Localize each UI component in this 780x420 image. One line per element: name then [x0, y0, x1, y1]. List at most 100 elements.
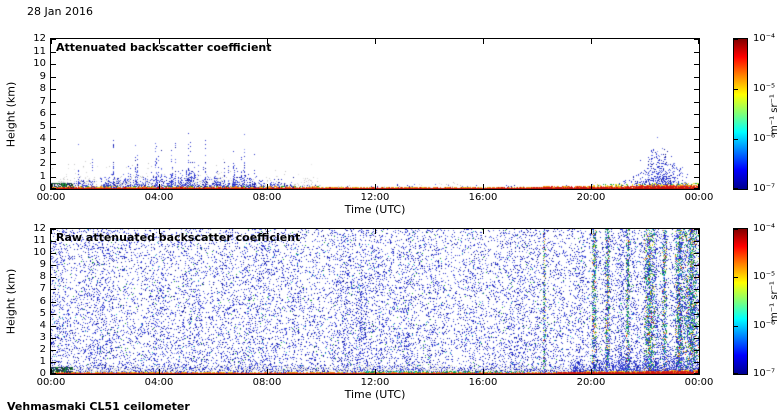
- x-tick-mark: [159, 229, 160, 234]
- x-tick-mark: [591, 229, 592, 234]
- y-tick-label: 4: [39, 133, 46, 144]
- y-tick-mark: [694, 361, 699, 363]
- y-tick-mark: [694, 277, 699, 279]
- y-tick-mark: [51, 51, 56, 53]
- colorbar-unit-label: m⁻¹ sr⁻¹: [767, 39, 780, 189]
- y-tick-label: 10: [33, 58, 46, 69]
- y-tick-mark: [51, 64, 56, 65]
- y-tick-mark: [694, 253, 699, 255]
- x-tick-mark: [267, 229, 268, 234]
- x-axis-label-raw: Time (UTC): [344, 388, 406, 401]
- colorbar-tick-label: 10⁻⁴: [753, 223, 776, 234]
- y-tick-mark: [51, 39, 56, 40]
- y-tick-mark: [694, 373, 699, 374]
- x-tick-mark: [159, 184, 160, 189]
- y-tick-mark: [51, 265, 56, 267]
- x-tick-mark: [375, 229, 376, 234]
- y-tick-mark: [51, 151, 56, 153]
- y-tick-mark: [694, 39, 699, 40]
- x-tick-label: 00:00: [684, 377, 714, 388]
- colorbar-tick-label: 10⁻⁶: [753, 133, 776, 144]
- colorbar-raw: m⁻¹ sr⁻¹ 10⁻⁴ 10⁻⁵ 10⁻⁶ 10⁻⁷: [733, 223, 780, 379]
- x-tick-label: 08:00: [252, 377, 282, 388]
- y-tick-mark: [51, 114, 56, 115]
- y-tick-mark: [694, 176, 699, 178]
- y-tick-label: 2: [39, 343, 46, 355]
- x-tick-label: 00:00: [36, 377, 66, 388]
- x-tick-mark: [51, 39, 52, 44]
- x-tick-mark: [483, 39, 484, 44]
- y-tick-mark: [694, 229, 699, 230]
- y-tick-label: 9: [39, 259, 46, 271]
- station-label: Vehmasmaki CL51 ceilometer: [7, 400, 190, 413]
- x-tick-mark: [267, 369, 268, 374]
- colorbar-tick-label: 10⁻⁶: [753, 319, 776, 331]
- y-tick-mark: [51, 241, 56, 243]
- x-tick-mark: [51, 229, 52, 234]
- x-tick-mark: [698, 39, 699, 44]
- panel-attenuated-backscatter: Attenuated backscatter coefficient Heigh…: [5, 33, 714, 216]
- y-tick-label: 12: [33, 33, 46, 44]
- y-tick-mark: [694, 139, 699, 140]
- x-tick-mark: [483, 229, 484, 234]
- y-tick-label: 3: [39, 145, 46, 157]
- x-tick-label: 16:00: [468, 377, 498, 388]
- y-tick-label: 5: [39, 307, 46, 319]
- x-tick-label: 20:00: [576, 192, 606, 203]
- y-tick-mark: [51, 277, 56, 279]
- x-tick-mark: [267, 39, 268, 44]
- colorbar-unit-text: m⁻¹ sr⁻¹: [768, 93, 780, 135]
- colorbar-unit-label: m⁻¹ sr⁻¹: [767, 229, 780, 374]
- y-tick-label: 0: [39, 368, 46, 379]
- y-tick-mark: [694, 337, 699, 339]
- heatmap-canvas-attenuated: [51, 39, 699, 189]
- y-tick-mark: [51, 289, 56, 291]
- y-tick-label: 9: [39, 70, 46, 82]
- panel-raw-backscatter: Raw attenuated backscatter coefficient H…: [5, 223, 714, 401]
- x-tick-label: 04:00: [144, 377, 174, 388]
- y-tick-mark: [51, 101, 56, 103]
- y-tick-label: 11: [33, 45, 46, 57]
- y-tick-mark: [51, 164, 56, 165]
- x-tick-mark: [267, 184, 268, 189]
- y-tick-mark: [694, 76, 699, 78]
- y-tick-mark: [51, 325, 56, 327]
- y-tick-mark: [694, 101, 699, 103]
- y-tick-mark: [694, 188, 699, 189]
- y-tick-label: 7: [39, 283, 46, 295]
- colorbar-tick-mark: [734, 89, 738, 90]
- colorbar-tick-mark: [734, 139, 738, 140]
- x-tick-mark: [698, 229, 699, 234]
- y-tick-mark: [694, 164, 699, 165]
- colorbar-tick-label: 10⁻⁵: [753, 83, 776, 94]
- colorbar-gradient: [734, 229, 747, 374]
- colorbar-tick-mark: [734, 325, 738, 327]
- y-tick-mark: [51, 188, 56, 189]
- colorbar-tick-mark: [734, 277, 738, 279]
- x-tick-label: 12:00: [360, 192, 390, 203]
- x-tick-mark: [159, 369, 160, 374]
- y-tick-label: 12: [33, 223, 46, 234]
- x-tick-mark: [591, 39, 592, 44]
- y-tick-mark: [51, 253, 56, 255]
- colorbar-gradient: [734, 39, 747, 189]
- y-tick-label: 8: [39, 83, 46, 94]
- x-tick-mark: [375, 39, 376, 44]
- y-tick-label: 1: [39, 355, 46, 367]
- y-tick-mark: [51, 313, 56, 315]
- plot-title-attenuated: Attenuated backscatter coefficient: [56, 41, 272, 54]
- y-tick-mark: [51, 176, 56, 178]
- y-tick-label: 7: [39, 95, 46, 107]
- y-tick-mark: [694, 51, 699, 53]
- y-tick-label: 4: [39, 319, 46, 331]
- x-tick-label: 16:00: [468, 192, 498, 203]
- y-tick-label: 0: [39, 183, 46, 194]
- y-tick-mark: [51, 373, 56, 374]
- y-tick-mark: [694, 151, 699, 153]
- colorbar-tick-mark: [734, 373, 738, 374]
- x-tick-mark: [591, 369, 592, 374]
- colorbar-unit-text: m⁻¹ sr⁻¹: [768, 281, 780, 322]
- y-tick-mark: [694, 126, 699, 128]
- colorbar-attenuated: m⁻¹ sr⁻¹ 10⁻⁴ 10⁻⁵ 10⁻⁶ 10⁻⁷: [733, 33, 780, 194]
